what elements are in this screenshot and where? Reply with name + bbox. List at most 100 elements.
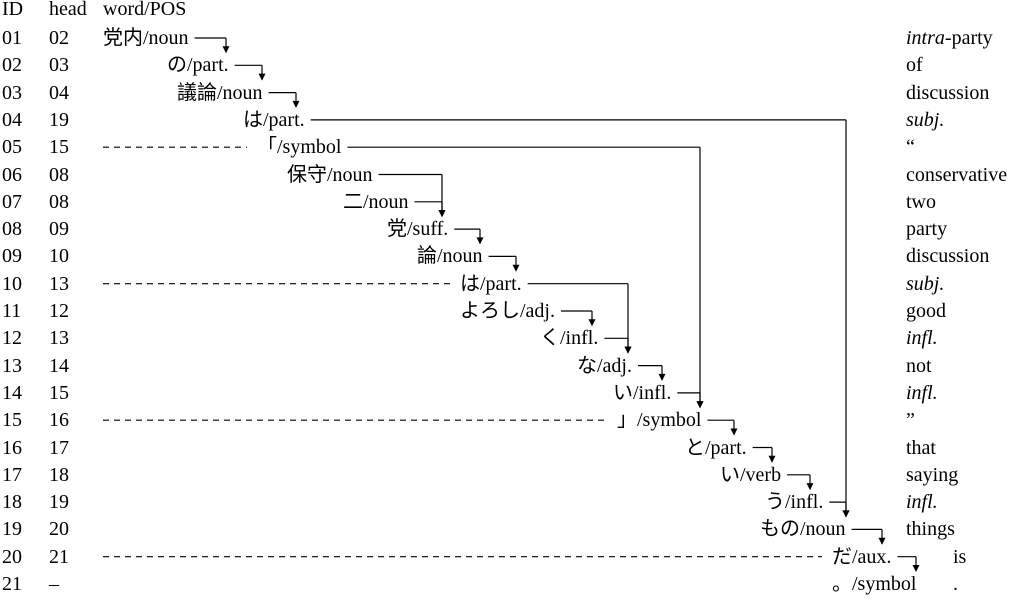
word-pos: 議論/noun [177,81,263,104]
english-gloss-text: party [906,218,948,241]
english-gloss-italic: subj. [906,272,945,295]
word-pos: な/adj. [577,354,632,377]
english-gloss: subj. [906,273,944,295]
word-pos: 論/noun [417,245,483,268]
english-gloss-italic: subj. [906,108,945,131]
row-id: 03 [2,81,22,104]
row-head: 10 [49,245,69,268]
english-gloss: is [953,546,966,568]
row-head: – [49,573,59,595]
row-id: 20 [2,545,22,568]
word-pos: 党内/noun [103,27,189,49]
header-id: ID [2,0,24,20]
row-id: 18 [2,491,22,514]
word-pos: 党/suff. [387,218,449,241]
row-head: 19 [49,491,69,514]
arrowhead-icon [476,237,484,245]
row-head: 13 [49,327,69,350]
row-id: 16 [2,436,22,459]
word-pos: い/infl. [613,381,672,404]
word-pos: の/part. [167,54,229,77]
row-id: 08 [2,218,22,241]
row-head: 15 [49,381,69,404]
english-gloss: subj. [906,109,944,131]
row-head: 20 [49,518,69,541]
arrowhead-icon [588,319,596,327]
word-pos: く/infl. [540,327,599,350]
row-head: 09 [49,218,69,241]
english-gloss-italic: infl. [906,381,938,404]
english-gloss: two [906,191,936,213]
english-gloss: that [906,437,936,459]
row-id: 09 [2,245,22,268]
row-head: 04 [49,81,69,104]
row-head: 08 [49,163,69,186]
word-pos: は/part. [243,108,305,131]
word-pos: は/part. [460,272,522,295]
word-pos: もの/noun [760,518,846,541]
english-gloss: of [906,54,923,76]
arrowhead-icon [658,373,666,381]
english-gloss: good [906,300,946,322]
row-id: 10 [2,272,22,295]
english-gloss-italic: infl. [906,491,938,514]
arrowhead-icon [842,510,850,518]
arrowhead-icon [222,46,230,54]
arrowhead-icon [912,565,920,572]
row-head: 18 [49,463,69,486]
english-gloss: saying [906,464,958,486]
english-gloss-text: not [906,354,932,377]
english-gloss: things [906,518,955,540]
word-pos: う/infl. [765,491,824,514]
row-id: 01 [2,27,22,49]
row-head: 16 [49,409,69,432]
english-gloss-text: discussion [906,81,990,104]
row-id: 05 [2,136,22,159]
row-id: 14 [2,381,22,404]
english-gloss-text: things [906,518,955,541]
word-pos: よろし/adj. [460,300,555,322]
row-id: 19 [2,518,22,541]
english-gloss-text: is [953,545,967,568]
row-id: 21 [2,573,22,595]
row-head: 13 [49,272,69,295]
word-pos: 二/noun [343,190,409,213]
english-gloss: infl. [906,382,938,404]
english-gloss-italic: infl. [906,327,938,350]
english-gloss-text: ” [906,409,915,432]
english-gloss: ” [906,409,915,431]
row-id: 12 [2,327,22,350]
arrowhead-icon [730,428,738,436]
arrowhead-icon [624,346,632,354]
row-head: 19 [49,108,69,131]
row-id: 07 [2,190,22,213]
row-id: 06 [2,163,22,186]
arrowhead-icon [512,264,520,272]
english-gloss: not [906,355,932,377]
english-gloss-italic: intra [906,27,945,49]
row-id: 17 [2,463,22,486]
row-id: 13 [2,354,22,377]
word-pos: と/part. [685,436,747,459]
row-id: 15 [2,409,22,432]
word-pos: 。/symbol [832,573,917,595]
row-head: 15 [49,136,69,159]
word-pos: い/verb [720,463,782,486]
word-pos: 」/symbol [617,409,702,432]
arrowhead-icon [768,455,776,463]
word-pos: だ/aux. [832,545,892,568]
english-gloss: “ [906,136,915,158]
row-head: 14 [49,354,69,377]
english-gloss: conservative [906,164,1007,186]
row-id: 04 [2,108,22,131]
row-head: 08 [49,190,69,213]
english-gloss-text: -party [944,27,993,49]
header-word-pos: word/POS [103,0,187,20]
english-gloss: infl. [906,327,938,349]
english-gloss-text: two [906,190,936,213]
row-head: 03 [49,54,69,77]
row-id: 02 [2,54,22,77]
english-gloss: . [953,573,958,595]
word-pos: 「/symbol [257,136,342,159]
